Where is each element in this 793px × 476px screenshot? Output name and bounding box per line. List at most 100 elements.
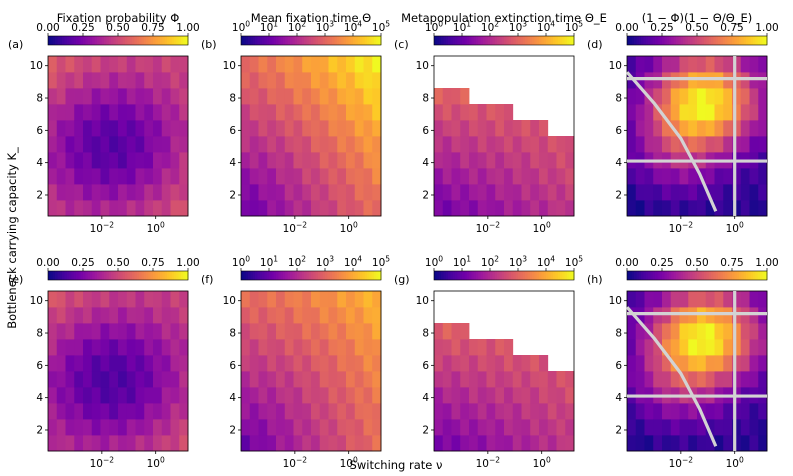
colorbar-segment [462,271,465,280]
heat-cell [363,387,373,404]
heat-cell [723,88,733,105]
heat-cell [644,184,654,201]
colorbar-frame [433,270,575,281]
colorbar-segment [87,271,91,280]
heat-cell [276,184,286,201]
overlay-curve [625,306,718,447]
heat-cell [627,323,637,340]
heat-cell [346,355,356,372]
heat-cell [521,184,531,201]
heat-cell [627,355,637,372]
heat-cell [477,339,487,356]
colorbar-segment [318,271,321,280]
heat-cell [144,88,154,105]
heat-cell [100,403,110,420]
heat-cell [512,371,522,388]
heat-cell [679,403,689,420]
heat-cell [486,387,496,404]
colorbar-segment [329,271,333,280]
heat-cell [504,200,514,217]
colorbar-segment [129,271,133,280]
colorbar-frame [240,270,382,281]
heat-cell [126,435,136,452]
heat-cell [732,419,742,436]
colorbar-segment [741,36,745,45]
colorbar-segment [146,271,149,280]
heat-cell [302,104,312,121]
colorbar-segment [685,271,689,280]
colorbar-segment [94,36,98,45]
heat-cell [434,339,444,356]
heat-cell [337,72,347,89]
heat-cell [530,355,540,372]
colorbar-segment [755,36,759,45]
colorbar-segment [287,36,291,45]
colorbar-segment [306,36,310,45]
heat-cell [688,104,698,121]
colorbar-segment [48,271,51,280]
heat-cell [521,371,531,388]
colorbar-segment [59,271,63,280]
heat-cell [241,419,251,436]
colorbar-segment [94,271,98,280]
heat-cell [109,371,119,388]
heat-cell [153,56,163,73]
colorbar-segment [711,271,714,280]
heat-cell [284,419,294,436]
colorbar-tick-label: 105 [565,19,583,34]
y-tick-label: 4 [615,392,622,404]
heat-cell [670,56,680,73]
heat-cell [697,371,707,388]
heat-cell [74,371,84,388]
heat-cell [688,120,698,137]
heat-cell [249,72,259,89]
heat-cell [153,323,163,340]
colorbar-segment [290,271,293,280]
heat-cell [705,435,715,452]
colorbar-segment [441,271,444,280]
heat-cell [521,120,531,137]
heat-cell [688,291,698,308]
heat-cell [477,120,487,137]
column-title: (1 − Φ)(1 − Θ/Θ_E) [642,11,753,25]
heat-cell [179,403,189,420]
heat-cell [469,104,479,121]
heat-cell [460,200,470,217]
colorbar-segment [92,271,96,280]
heat-cell [635,136,645,153]
heat-cell [135,88,145,105]
colorbar-segment [629,36,633,45]
heat-cell [74,152,84,169]
colorbar-segment [629,271,633,280]
heat-cell [477,200,487,217]
heat-cell [91,184,101,201]
heat-cell [337,120,347,137]
heat-cell [267,387,277,404]
x-tick-label: 100 [726,455,744,470]
heat-cell [109,104,119,121]
colorbar-segment [659,36,663,45]
heat-cell [688,88,698,105]
colorbar-segment [132,36,135,45]
colorbar-tick-label: 105 [565,254,583,269]
heat-cell [688,184,698,201]
colorbar-segment [483,36,486,45]
heat-cell [749,419,759,436]
colorbar-segment [443,271,447,280]
heat-cell [653,136,663,153]
heat-cell [714,88,724,105]
colorbar-segment [499,36,503,45]
colorbar-segment [699,271,703,280]
colorbar-segment [548,36,552,45]
colorbar-segment [548,271,552,280]
heat-cell [363,152,373,169]
colorbar-segment [569,36,573,45]
heat-cell [346,88,356,105]
heat-cell [363,435,373,452]
colorbar-segment [706,271,710,280]
colorbar-segment [301,36,305,45]
heat-cell [267,152,277,169]
heat-cell [56,387,66,404]
x-tick-label: 100 [533,220,551,235]
colorbar-segment [645,36,649,45]
